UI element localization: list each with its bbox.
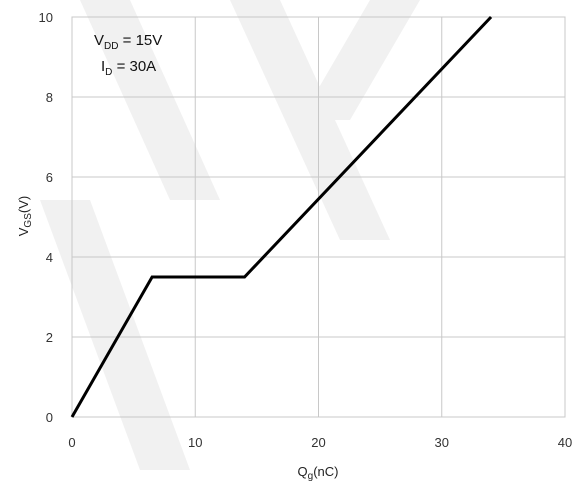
series-line bbox=[70, 15, 493, 418]
y-tick-label: 2 bbox=[46, 330, 53, 345]
x-tick-label: 0 bbox=[68, 435, 75, 450]
x-tick-label: 30 bbox=[435, 435, 449, 450]
y-axis-label: VGS(V) bbox=[16, 196, 34, 236]
y-tick-label: 6 bbox=[46, 170, 53, 185]
axes bbox=[71, 16, 566, 418]
plot-frame bbox=[71, 16, 566, 418]
x-axis-label: Qg(nC) bbox=[298, 464, 339, 482]
annotation-id: ID = 30A bbox=[101, 58, 156, 78]
watermark-logo bbox=[40, 0, 420, 470]
y-tick-label: 4 bbox=[46, 250, 53, 265]
annotation-box: VDD = 15V ID = 30A bbox=[94, 32, 162, 78]
y-tick-label: 8 bbox=[46, 90, 53, 105]
y-tick-label: 10 bbox=[39, 10, 53, 25]
x-tick-label: 20 bbox=[311, 435, 325, 450]
x-tick-label: 10 bbox=[188, 435, 202, 450]
y-tick-labels: 0 2 4 6 8 10 bbox=[39, 10, 53, 425]
x-tick-labels: 0 10 20 30 40 bbox=[68, 435, 572, 450]
annotation-vdd: VDD = 15V bbox=[94, 32, 162, 52]
y-tick-label: 0 bbox=[46, 410, 53, 425]
series-lines bbox=[70, 15, 493, 418]
x-tick-label: 40 bbox=[558, 435, 572, 450]
